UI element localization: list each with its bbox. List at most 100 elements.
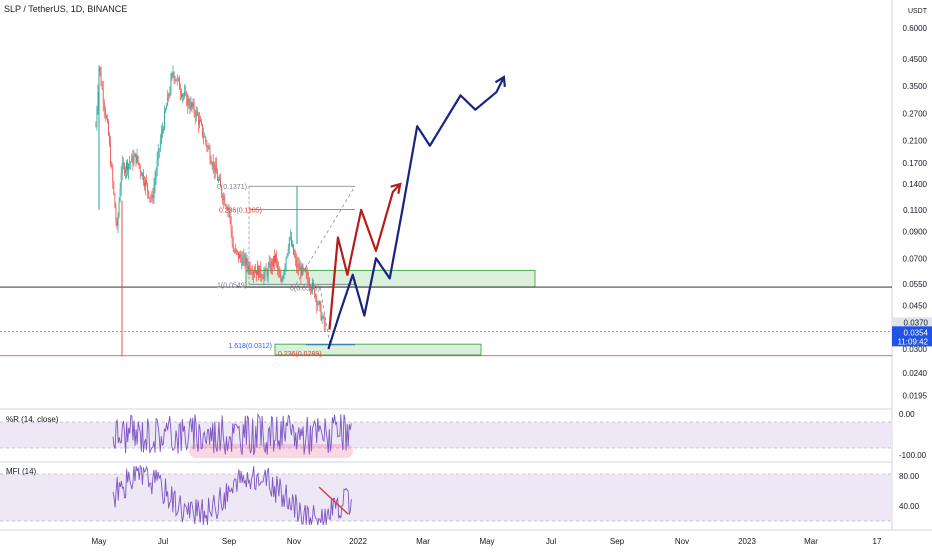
candle-body xyxy=(149,197,151,199)
candle-body xyxy=(140,172,142,177)
candle-body xyxy=(321,317,323,320)
red-path[interactable] xyxy=(328,183,402,330)
candle-body xyxy=(213,161,215,172)
currency-label: USDT xyxy=(908,8,928,15)
time-tick-label: May xyxy=(91,537,106,546)
candle-body xyxy=(133,156,135,165)
candle-body xyxy=(148,190,150,198)
blue-path-arrowhead xyxy=(494,75,506,88)
candle-body xyxy=(199,119,200,125)
candle-body xyxy=(227,208,229,210)
candle-body xyxy=(209,148,211,161)
candle-body xyxy=(151,195,153,199)
candle-body xyxy=(117,215,119,226)
fib-trend-line[interactable] xyxy=(295,186,356,285)
time-tick-label: Nov xyxy=(287,537,301,546)
candle-body xyxy=(202,124,203,136)
candle-body xyxy=(324,324,326,326)
candle-body xyxy=(108,121,109,135)
candle-body xyxy=(296,258,298,269)
time-tick-label: 2022 xyxy=(349,537,367,546)
price-marker-tag xyxy=(892,317,932,328)
candle-body xyxy=(197,115,199,125)
fib-label: 0.236(0.0289) xyxy=(278,351,322,358)
candle-body xyxy=(239,254,240,259)
candle-body xyxy=(134,153,136,157)
candle-body xyxy=(238,251,239,259)
fib-label: 0(0.1371) xyxy=(217,184,247,191)
candle-body xyxy=(113,182,115,194)
support-zone-lower[interactable] xyxy=(274,343,482,356)
candle-body xyxy=(255,270,256,273)
candle-body xyxy=(263,273,265,280)
candle-body xyxy=(266,271,268,277)
candle-body xyxy=(167,94,169,106)
candle-body xyxy=(289,237,291,239)
candle-body xyxy=(125,169,126,174)
candle-body xyxy=(322,316,324,318)
candle-body xyxy=(208,146,210,149)
candle-body xyxy=(191,102,193,107)
candle-body xyxy=(230,217,232,231)
candle-body xyxy=(155,171,157,179)
candle-body xyxy=(152,195,154,199)
candle-body xyxy=(180,89,181,94)
candle-body xyxy=(97,91,99,110)
candle-body xyxy=(162,129,163,132)
candle-body xyxy=(285,257,287,266)
time-tick-label: Mar xyxy=(804,537,818,546)
candle-body xyxy=(163,129,164,130)
mfi-indicator-name: MFI (14) xyxy=(6,467,37,476)
candle-body xyxy=(269,262,271,271)
candle-body xyxy=(147,183,149,191)
candle-body xyxy=(210,160,212,164)
candle-body xyxy=(132,155,134,165)
candle-body xyxy=(223,196,225,201)
candle-body xyxy=(171,73,173,78)
candle-body xyxy=(176,77,178,81)
blue-path[interactable] xyxy=(327,76,505,350)
time-tick-label: Mar xyxy=(416,537,430,546)
candle-body xyxy=(218,179,219,181)
candle-body xyxy=(196,110,198,116)
price-tick-label: 0.6000 xyxy=(903,24,928,33)
candle-body xyxy=(252,271,254,275)
indicator-layer: %R (14, close) 0.00 -100.00 MFI (14) 80.00 40… xyxy=(0,410,927,526)
candle-body xyxy=(306,271,308,278)
candle-body xyxy=(164,111,165,130)
candle-body xyxy=(224,196,226,206)
projection-layer[interactable] xyxy=(327,75,506,350)
candle-body xyxy=(257,266,258,276)
candle-body xyxy=(160,131,162,140)
candle-body xyxy=(144,182,145,187)
candle-body xyxy=(153,185,155,199)
candle-body xyxy=(300,266,302,276)
fib-trend-line[interactable] xyxy=(319,287,331,345)
candle-body xyxy=(184,92,186,96)
candle-body xyxy=(215,164,217,174)
chart-title: SLP / TetherUS, 1D, BINANCE xyxy=(4,4,128,14)
candle-body xyxy=(315,295,317,298)
candle-body xyxy=(288,237,290,249)
candle-body xyxy=(159,139,161,149)
time-tick-label: Sep xyxy=(610,537,625,546)
price-series-layer xyxy=(95,64,326,357)
candle-body xyxy=(259,265,261,278)
candle-body xyxy=(302,265,304,270)
candle-body xyxy=(121,162,123,173)
candle-body xyxy=(303,268,305,270)
candle-body xyxy=(207,146,209,148)
candle-body xyxy=(287,248,289,254)
candle-body xyxy=(200,119,201,122)
candle-body xyxy=(247,265,249,270)
time-tick-label: Nov xyxy=(675,537,689,546)
mfi-divergence-line[interactable] xyxy=(318,486,349,515)
price-tick-label: 0.0450 xyxy=(903,302,928,311)
candle-body xyxy=(323,316,325,325)
price-tick-label: 0.0240 xyxy=(903,369,928,378)
candle-body xyxy=(185,92,187,93)
price-tick-label: 0.1700 xyxy=(903,159,928,168)
candle-body xyxy=(169,92,171,96)
candle-body xyxy=(319,301,321,305)
